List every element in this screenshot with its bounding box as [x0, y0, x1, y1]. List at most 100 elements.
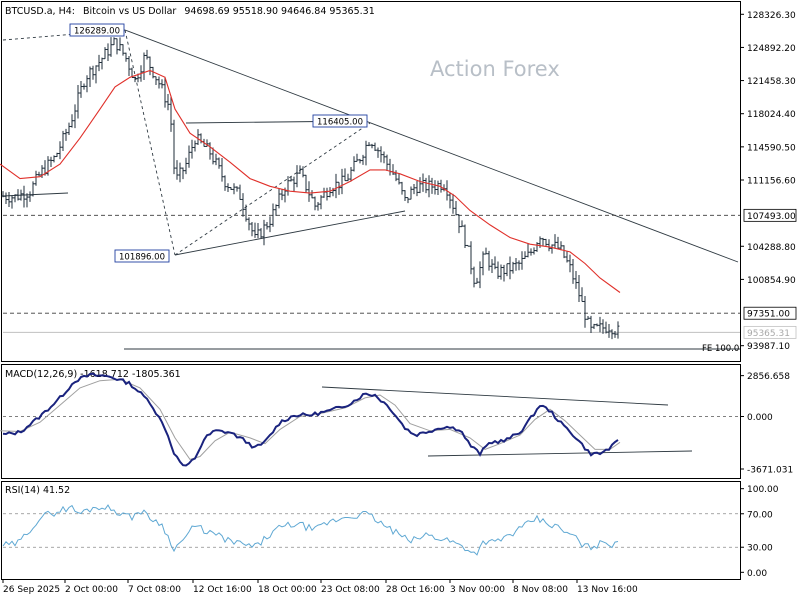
price-candle [565, 251, 569, 263]
price-candle [526, 243, 530, 258]
current-price-tag [743, 325, 797, 339]
price-candle [460, 220, 464, 228]
time-axis: 26 Sep 2025 2 Oct 00:00 7 Oct 08:00 12 Oct … [2, 579, 638, 595]
price-candle [91, 65, 95, 80]
price-candle [553, 234, 557, 249]
price-candle [616, 321, 620, 339]
time-tick-label: 28 Oct 16:00 [386, 585, 445, 595]
price-candle [157, 76, 161, 89]
price-candle [385, 154, 389, 172]
price-candle [490, 259, 494, 273]
price-candle [502, 264, 506, 282]
price-candle [109, 37, 113, 57]
price-candle [106, 43, 110, 61]
price-axis-tick-label: 128326.30 [747, 11, 796, 21]
price-candle [76, 84, 80, 119]
price-candle [598, 316, 602, 333]
price-candle [238, 184, 242, 200]
price-candle [568, 254, 572, 273]
watermark-text: Action Forex [430, 57, 560, 81]
current-price-label: 95365.31 [747, 329, 790, 339]
price-candle [589, 315, 593, 333]
price-candle [361, 154, 365, 165]
rsi-line [2, 504, 619, 556]
price-candle [52, 155, 56, 163]
macd-panel: 2856.658 0.000 -3671.031 [0, 372, 793, 476]
price-candle [148, 56, 152, 76]
price-candle [124, 52, 128, 62]
rsi-axis-tick-label: 30.00 [747, 544, 773, 554]
price-candle [487, 250, 491, 271]
price-candle [358, 158, 362, 164]
price-candle [262, 219, 266, 246]
price-candle [220, 158, 224, 182]
price-candle [145, 49, 149, 60]
price-candle [511, 261, 515, 274]
price-candle [292, 176, 296, 192]
level-price-label: 107493.00 [747, 212, 796, 222]
price-candle [391, 164, 395, 175]
price-candle [94, 65, 98, 84]
price-candle [187, 145, 191, 168]
price-candle [196, 129, 200, 146]
price-candle [208, 142, 212, 160]
price-candle [310, 190, 314, 199]
price-candle [244, 204, 248, 222]
price-candle [31, 181, 35, 197]
price-candle [268, 216, 272, 233]
time-tick-label: 23 Oct 08:00 [321, 585, 380, 595]
price-candle [151, 66, 155, 79]
price-candle [142, 52, 146, 80]
swing-point-label-box [114, 249, 170, 263]
price-candle [307, 181, 311, 202]
price-candle [577, 274, 581, 303]
price-candle [481, 251, 485, 276]
price-candle [466, 244, 470, 247]
swing-point-label-box [312, 114, 368, 128]
price-candle [415, 180, 419, 197]
price-candle [403, 190, 407, 202]
price-candle [79, 80, 83, 98]
price-candle [520, 251, 524, 270]
time-tick-label: 18 Oct 00:00 [258, 585, 317, 595]
price-candle [601, 319, 605, 334]
price-candle [70, 114, 74, 128]
price-candle [133, 76, 137, 83]
price-axis-tick-label: 114590.50 [747, 143, 796, 153]
price-candle [571, 259, 575, 284]
header-symbol-text: BTCUSD.a, H4: [5, 6, 75, 17]
macd-signal-line [0, 378, 621, 460]
price-candle [316, 202, 320, 211]
price-candle [118, 37, 122, 51]
price-candle [505, 263, 509, 277]
price-candle [394, 170, 398, 182]
price-candle [604, 321, 608, 334]
price-candle [424, 177, 428, 194]
price-candle [19, 189, 23, 201]
price-panel-frame [1, 1, 741, 362]
price-candle [97, 54, 101, 72]
time-tick-label: 2 Oct 00:00 [65, 585, 118, 595]
price-candle [280, 189, 284, 201]
price-candle [235, 186, 239, 192]
price-candle [256, 222, 260, 239]
price-candle [376, 147, 380, 158]
price-candle [439, 179, 443, 193]
price-candle [610, 329, 614, 340]
price-candle [181, 167, 185, 180]
price-candle [349, 166, 353, 182]
price-candle [175, 160, 179, 180]
price-candle [430, 177, 434, 194]
trend-line [174, 210, 406, 256]
price-candle [496, 261, 500, 279]
price-candle [226, 183, 230, 192]
price-candle [607, 323, 611, 338]
rsi-panel: 100.00 70.00 30.00 0.00 [2, 485, 779, 579]
price-candle [34, 170, 38, 186]
price-candle [7, 191, 11, 207]
price-candle [274, 204, 278, 216]
price-candle [493, 256, 497, 270]
price-candle [73, 104, 77, 129]
price-candle [472, 266, 476, 288]
